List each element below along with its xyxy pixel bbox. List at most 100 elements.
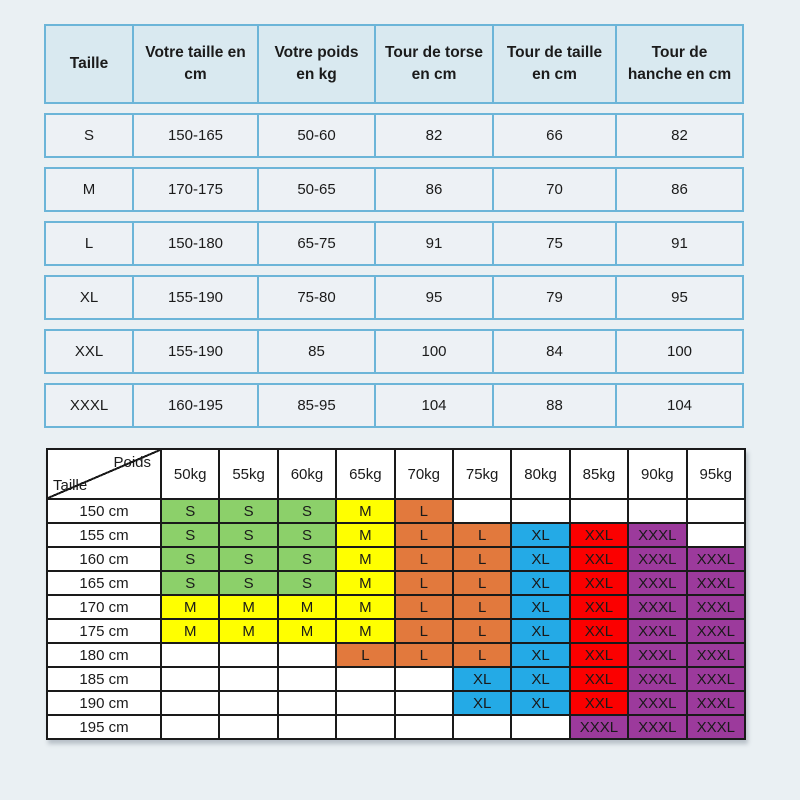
matrix-empty-cell xyxy=(510,714,571,740)
size-table-cell: 75-80 xyxy=(259,275,376,320)
matrix-height-label: 175 cm xyxy=(46,618,162,644)
size-table-cell: 150-180 xyxy=(134,221,259,266)
matrix-empty-cell xyxy=(335,666,396,692)
size-table-cell-text: 82 xyxy=(671,127,688,144)
size-table-cell-text: 104 xyxy=(666,397,693,414)
matrix-size-cell: M xyxy=(276,594,338,620)
size-table-row: L 150-180 65-75 91 75 91 xyxy=(44,221,744,266)
matrix-row: 155 cm S S S M L L XL XXL XXXL xyxy=(46,522,747,548)
corner-label-taille: Taille xyxy=(53,477,88,494)
matrix-size-cell: XL xyxy=(451,666,513,692)
size-table-cell-text: 91 xyxy=(425,235,443,252)
matrix-size-cell: XL xyxy=(510,570,571,596)
matrix-size-cell: L xyxy=(451,618,513,644)
size-table-cell-text: 79 xyxy=(546,289,563,306)
matrix-body: 150 cm S S S M L 155 cm S S S M L L XL XXL XXXL 160 cm S S… xyxy=(46,498,747,740)
matrix-size-cell: S xyxy=(276,522,338,548)
matrix-size-cell: XL xyxy=(510,666,571,692)
size-table-row: XL 155-190 75-80 95 79 95 xyxy=(44,275,744,320)
matrix-size-cell: XXXL xyxy=(627,666,688,692)
size-table-cell-text: 150-180 xyxy=(167,235,224,252)
matrix-size-cell: XL xyxy=(510,618,571,644)
matrix-weight-header: 70kg xyxy=(393,448,454,500)
matrix-size-cell: S xyxy=(159,498,221,524)
size-table-cell: 79 xyxy=(494,275,617,320)
size-table-body: S 150-165 50-60 82 66 82 M 170-175 50-65 86 70 86 L 1… xyxy=(44,113,744,428)
matrix-empty-cell xyxy=(393,714,454,740)
size-table-cell-text: 82 xyxy=(425,127,443,144)
size-table-cell: 160-195 xyxy=(134,383,259,428)
matrix-empty-cell xyxy=(510,498,571,524)
size-table-cell-text: 86 xyxy=(671,181,688,198)
matrix-empty-cell xyxy=(159,690,221,716)
matrix-empty-cell xyxy=(685,522,747,548)
matrix-weight-header: 95kg xyxy=(685,448,747,500)
matrix-size-cell: S xyxy=(276,498,338,524)
size-table-cell-text: XXL xyxy=(74,343,104,360)
matrix-size-cell: L xyxy=(393,498,454,524)
size-table-cell: 150-165 xyxy=(134,113,259,158)
matrix-weight-header: 75kg xyxy=(451,448,513,500)
size-table-row: XXL 155-190 85 100 84 100 xyxy=(44,329,744,374)
matrix-weight-header: 90kg xyxy=(627,448,688,500)
matrix-weight-header: 55kg xyxy=(218,448,279,500)
size-table-cell-text: 85-95 xyxy=(297,397,336,414)
matrix-size-cell: M xyxy=(276,618,338,644)
size-table-cell: 85-95 xyxy=(259,383,376,428)
matrix-row: 185 cm XL XL XXL XXXL XXXL xyxy=(46,666,747,692)
matrix-size-cell: S xyxy=(276,570,338,596)
size-table-cell: 95 xyxy=(376,275,494,320)
size-table-header-text: Tour de hanche en cm xyxy=(627,44,732,83)
matrix-size-cell: XXXL xyxy=(627,642,688,668)
size-table-cell: 82 xyxy=(617,113,744,158)
matrix-size-cell: S xyxy=(159,522,221,548)
matrix-size-cell: XXL xyxy=(568,642,630,668)
matrix-size-cell: L xyxy=(451,570,513,596)
matrix-empty-cell xyxy=(218,714,279,740)
matrix-size-cell: L xyxy=(393,642,454,668)
size-table-cell: 66 xyxy=(494,113,617,158)
matrix-empty-cell xyxy=(451,498,513,524)
size-table-cell-text: 88 xyxy=(546,397,563,414)
size-table-cell: 50-60 xyxy=(259,113,376,158)
matrix-size-cell: XXXL xyxy=(685,594,747,620)
matrix-empty-cell xyxy=(276,714,338,740)
size-table-cell-text: 155-190 xyxy=(167,289,224,306)
matrix-size-cell: XXL xyxy=(568,546,630,572)
matrix-weight-header: 65kg xyxy=(335,448,396,500)
matrix-size-cell: XXXL xyxy=(627,690,688,716)
size-table-header-cell: Taille xyxy=(44,24,134,104)
matrix-size-cell: M xyxy=(335,594,396,620)
matrix-height-label: 190 cm xyxy=(46,690,162,716)
height-weight-matrix: Poids Taille 50kg 55kg 60kg 65kg 70kg 75kg 80k… xyxy=(46,448,747,740)
size-table-cell-text: 160-195 xyxy=(167,397,224,414)
matrix-empty-cell xyxy=(451,714,513,740)
matrix-size-cell: L xyxy=(451,642,513,668)
size-table-cell-text: 85 xyxy=(308,343,325,360)
matrix-size-cell: XXXL xyxy=(685,714,747,740)
size-table-header-text: Votre poids en kg xyxy=(274,44,359,83)
size-table-header-cell: Votre poids en kg xyxy=(259,24,376,104)
matrix-size-cell: XL xyxy=(510,594,571,620)
size-table-cell-text: L xyxy=(84,235,94,252)
matrix-empty-cell xyxy=(218,666,279,692)
size-table-cell: 86 xyxy=(617,167,744,212)
matrix-empty-cell xyxy=(393,666,454,692)
matrix-size-cell: XXXL xyxy=(685,690,747,716)
matrix-size-cell: XXXL xyxy=(568,714,630,740)
matrix-size-cell: XL xyxy=(510,690,571,716)
size-table-cell-text: 86 xyxy=(425,181,443,198)
size-table-cell: L xyxy=(44,221,134,266)
matrix-size-cell: S xyxy=(276,546,338,572)
matrix-weight-header: 60kg xyxy=(276,448,338,500)
matrix-size-cell: XL xyxy=(510,642,571,668)
size-table-header-row: Taille Votre taille en cm Votre poids en k… xyxy=(44,24,744,104)
matrix-size-cell: M xyxy=(159,618,221,644)
matrix-size-cell: XXL xyxy=(568,618,630,644)
matrix-size-cell: XXXL xyxy=(627,570,688,596)
size-table-cell-text: S xyxy=(83,127,94,144)
matrix-empty-cell xyxy=(159,714,221,740)
matrix-weight-header: 80kg xyxy=(510,448,571,500)
size-table-cell: 84 xyxy=(494,329,617,374)
matrix-row: 165 cm S S S M L L XL XXL XXXL XXXL xyxy=(46,570,747,596)
